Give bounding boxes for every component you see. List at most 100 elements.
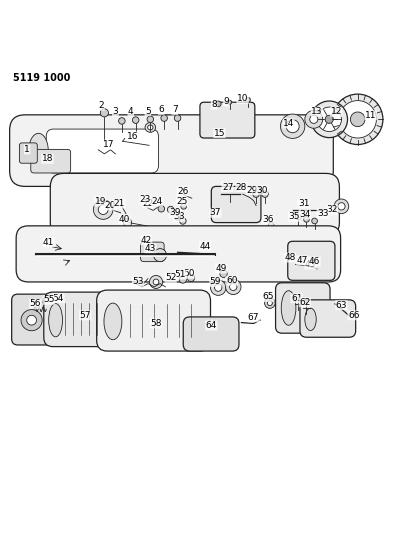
Text: 49: 49 (215, 264, 227, 273)
Text: 37: 37 (210, 208, 221, 217)
Circle shape (153, 279, 159, 285)
Circle shape (180, 217, 186, 224)
Circle shape (317, 107, 341, 132)
Text: 34: 34 (299, 210, 310, 219)
Circle shape (179, 276, 186, 283)
Text: 20: 20 (105, 201, 116, 210)
Circle shape (187, 274, 195, 281)
Text: 59: 59 (210, 278, 221, 286)
Text: 1: 1 (24, 145, 30, 154)
FancyBboxPatch shape (300, 300, 356, 337)
Text: 52: 52 (165, 273, 176, 282)
FancyBboxPatch shape (275, 283, 330, 333)
Circle shape (174, 214, 181, 220)
Text: 28: 28 (236, 183, 247, 192)
Text: 53: 53 (132, 278, 144, 286)
Text: 2: 2 (99, 101, 104, 110)
Circle shape (268, 222, 274, 228)
Text: 45: 45 (305, 260, 316, 269)
Circle shape (286, 120, 299, 133)
Text: 62: 62 (299, 298, 310, 307)
Circle shape (211, 280, 226, 295)
Text: 32: 32 (326, 205, 338, 214)
Text: 60: 60 (226, 276, 237, 285)
Text: 39: 39 (169, 208, 180, 217)
Ellipse shape (49, 303, 62, 337)
Circle shape (325, 115, 333, 123)
Text: 6: 6 (158, 106, 164, 115)
Circle shape (338, 203, 345, 210)
Text: 31: 31 (298, 199, 309, 208)
Text: 21: 21 (114, 199, 125, 208)
Text: 56: 56 (29, 300, 41, 309)
FancyBboxPatch shape (211, 187, 261, 223)
Text: 24: 24 (152, 197, 163, 206)
Ellipse shape (148, 125, 153, 130)
Circle shape (21, 310, 42, 331)
FancyBboxPatch shape (288, 241, 335, 280)
Text: 51: 51 (175, 270, 186, 279)
Text: 38: 38 (173, 212, 184, 221)
Circle shape (27, 316, 36, 325)
FancyBboxPatch shape (10, 115, 333, 187)
Text: 57: 57 (80, 311, 91, 320)
Text: 36: 36 (262, 215, 274, 224)
Circle shape (228, 100, 232, 104)
Text: 13: 13 (311, 108, 323, 117)
Text: 18: 18 (42, 154, 53, 163)
Text: 7: 7 (172, 106, 177, 115)
Circle shape (153, 248, 166, 262)
Circle shape (334, 199, 349, 214)
Text: 25: 25 (176, 197, 187, 206)
Circle shape (295, 214, 301, 220)
Circle shape (226, 279, 241, 295)
Text: 27: 27 (222, 183, 233, 192)
Text: 33: 33 (317, 209, 328, 218)
Text: 17: 17 (103, 140, 114, 149)
Text: 41: 41 (43, 238, 54, 247)
Text: 12: 12 (330, 108, 342, 117)
FancyBboxPatch shape (46, 129, 158, 173)
Circle shape (215, 101, 221, 107)
Circle shape (181, 204, 186, 209)
Text: 3: 3 (113, 108, 118, 117)
Polygon shape (42, 298, 52, 306)
FancyBboxPatch shape (50, 173, 339, 236)
Text: 15: 15 (214, 128, 225, 138)
Text: 30: 30 (256, 185, 268, 195)
Circle shape (339, 101, 377, 138)
Text: 55: 55 (43, 295, 54, 304)
Text: 50: 50 (183, 269, 194, 278)
Circle shape (100, 109, 109, 117)
Text: 43: 43 (145, 244, 156, 253)
Circle shape (174, 115, 181, 122)
Text: 54: 54 (53, 294, 64, 303)
Circle shape (158, 206, 164, 212)
Text: 42: 42 (141, 236, 152, 245)
Text: 16: 16 (127, 132, 139, 141)
Text: 4: 4 (128, 107, 134, 116)
Text: 66: 66 (348, 311, 359, 320)
Text: 61: 61 (291, 294, 302, 303)
Text: 9: 9 (224, 97, 229, 106)
Text: 40: 40 (119, 215, 131, 224)
Circle shape (304, 216, 309, 222)
Circle shape (167, 206, 174, 213)
FancyBboxPatch shape (16, 226, 341, 282)
Text: 8: 8 (211, 100, 217, 109)
Text: 58: 58 (150, 319, 162, 328)
Ellipse shape (145, 123, 155, 132)
FancyBboxPatch shape (183, 317, 239, 351)
Circle shape (220, 270, 227, 278)
Text: 23: 23 (140, 195, 151, 204)
Text: 47: 47 (297, 256, 308, 265)
Text: 64: 64 (206, 321, 217, 330)
Text: 63: 63 (336, 301, 347, 310)
Circle shape (98, 205, 108, 214)
Text: 11: 11 (365, 111, 377, 120)
Text: 48: 48 (284, 253, 296, 262)
FancyBboxPatch shape (97, 290, 211, 351)
Circle shape (333, 94, 383, 144)
Circle shape (312, 218, 317, 224)
Circle shape (149, 276, 162, 288)
